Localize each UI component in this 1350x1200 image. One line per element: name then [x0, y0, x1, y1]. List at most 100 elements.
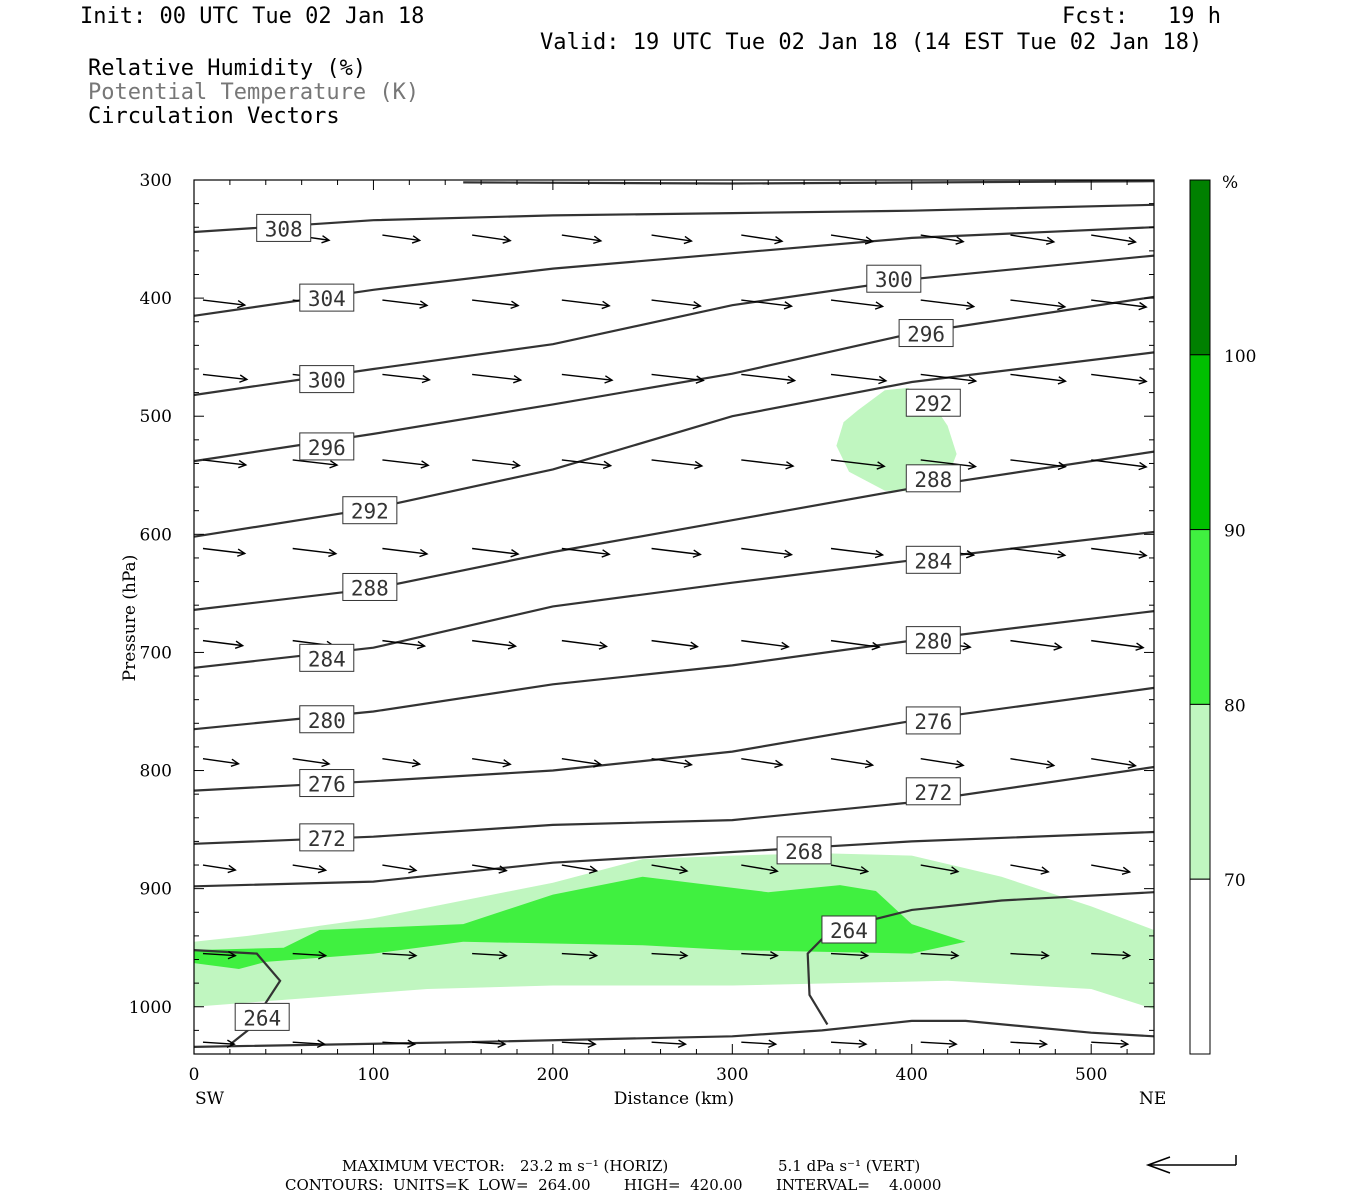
reference-vector-arrow — [1145, 1155, 1237, 1174]
contour-label-272: 272 — [299, 823, 355, 852]
vector-arrow — [1010, 547, 1067, 559]
vector-arrow — [651, 639, 699, 650]
vector-arrow — [202, 758, 240, 767]
vector-arrow — [1091, 547, 1148, 559]
vector-arrow — [741, 758, 784, 769]
colorbar-label: 100 — [1224, 347, 1256, 367]
vector-arrow — [920, 864, 960, 875]
vector-arrow — [472, 639, 518, 650]
svg-text:296: 296 — [907, 323, 945, 347]
vector-arrow — [382, 547, 429, 558]
vector-arrow — [472, 373, 523, 384]
vector-arrow — [292, 459, 339, 469]
legend-vectors: Circulation Vectors — [88, 104, 340, 129]
rh-80-region — [194, 876, 966, 969]
vector-arrow — [1010, 639, 1063, 651]
vector-arrow — [830, 547, 885, 559]
vector-arrow — [472, 299, 520, 310]
x-tick-label: 100 — [357, 1065, 389, 1085]
vector-arrow — [1010, 950, 1050, 960]
vector-arrow — [202, 373, 249, 383]
svg-text:308: 308 — [265, 217, 303, 241]
vector-arrow — [382, 373, 431, 384]
vector-arrow — [292, 950, 328, 960]
contour-label-300: 300 — [866, 264, 922, 293]
vector-arrow — [382, 758, 422, 768]
svg-text:304: 304 — [308, 287, 346, 311]
max-vector-label: MAXIMUM VECTOR: — [342, 1157, 505, 1175]
vector-arrow — [202, 1039, 236, 1049]
vector-arrow — [741, 1039, 778, 1049]
y-tick-label: 500 — [140, 407, 172, 427]
svg-text:288: 288 — [351, 576, 389, 600]
contour-label-284: 284 — [905, 545, 961, 574]
vector-arrow — [741, 950, 779, 960]
colorbar-band — [1189, 703, 1211, 880]
vector-arrow — [651, 950, 689, 960]
vector-arrow — [382, 234, 422, 244]
x-axis-title: Distance (km) — [614, 1089, 734, 1109]
vector-arrow — [830, 1039, 868, 1049]
vector-arrow — [651, 864, 689, 875]
vector-arrow — [561, 299, 611, 310]
init-time: Init: 00 UTC Tue 02 Jan 18 — [80, 4, 425, 29]
svg-text:296: 296 — [308, 436, 346, 460]
svg-text:268: 268 — [785, 840, 823, 864]
vector-arrow — [651, 234, 693, 245]
svg-text:276: 276 — [308, 773, 346, 797]
contour-label-292: 292 — [342, 496, 398, 525]
vector-arrow — [1010, 864, 1050, 875]
vector-arrow — [202, 547, 247, 557]
y-tick-label: 1000 — [129, 998, 172, 1018]
svg-text:300: 300 — [308, 369, 346, 393]
contour-label-300: 300 — [299, 365, 355, 394]
y-axis-title: Pressure (hPa) — [120, 555, 140, 682]
vector-arrow — [830, 639, 881, 651]
y-tick-label: 600 — [140, 525, 172, 545]
theta-contour-264-surface — [193, 1019, 1155, 1048]
vector-arrow — [202, 639, 245, 649]
contour-label-276: 276 — [905, 706, 961, 735]
vector-arrow — [830, 459, 886, 470]
vector-arrow — [920, 234, 965, 245]
vector-arrow — [741, 547, 794, 559]
contour-label-280: 280 — [905, 626, 961, 655]
y-tick-label: 800 — [140, 762, 172, 782]
vector-arrow — [472, 234, 512, 244]
vector-arrow — [292, 864, 328, 874]
legend-rh: Relative Humidity (%) — [88, 56, 367, 81]
vector-arrow — [1091, 459, 1148, 471]
vector-arrow — [920, 459, 978, 470]
vector-arrow — [651, 1039, 688, 1049]
vector-arrow — [920, 1039, 958, 1049]
contour-label-296: 296 — [898, 319, 954, 348]
contour-labels: 308 304 300 300 296 296 292 292 288 288 284 284 280 2… — [234, 213, 961, 1031]
x-tick-label: 0 — [189, 1065, 200, 1085]
vector-arrow — [830, 758, 875, 769]
vector-arrow — [1010, 459, 1067, 471]
vector-arrow — [1091, 373, 1148, 385]
vector-arrow — [561, 639, 608, 650]
y-tick-label: 300 — [140, 171, 172, 191]
colorbar-band — [1189, 354, 1211, 531]
vector-arrow — [830, 373, 888, 385]
vector-arrow — [741, 373, 797, 385]
colorbar-label: 90 — [1224, 522, 1246, 542]
contour-label-272: 272 — [905, 777, 961, 806]
theta-contour-312 — [463, 180, 1155, 185]
vector-arrow — [292, 547, 338, 558]
colorbar-band — [1189, 179, 1211, 356]
x-tick-label: 300 — [716, 1065, 748, 1085]
vector-arrow — [292, 758, 331, 768]
vector-arrow — [741, 459, 795, 470]
svg-text:264: 264 — [243, 1006, 281, 1030]
vector-arrow — [830, 234, 875, 245]
x-tick-label: 500 — [1075, 1065, 1107, 1085]
vector-arrow — [651, 459, 704, 470]
vector-arrow — [651, 758, 693, 768]
vector-arrow — [1091, 864, 1132, 875]
vector-arrow — [202, 459, 248, 469]
svg-text:292: 292 — [914, 392, 952, 416]
colorbar-unit: % — [1222, 173, 1238, 193]
vector-arrow — [382, 1039, 417, 1049]
